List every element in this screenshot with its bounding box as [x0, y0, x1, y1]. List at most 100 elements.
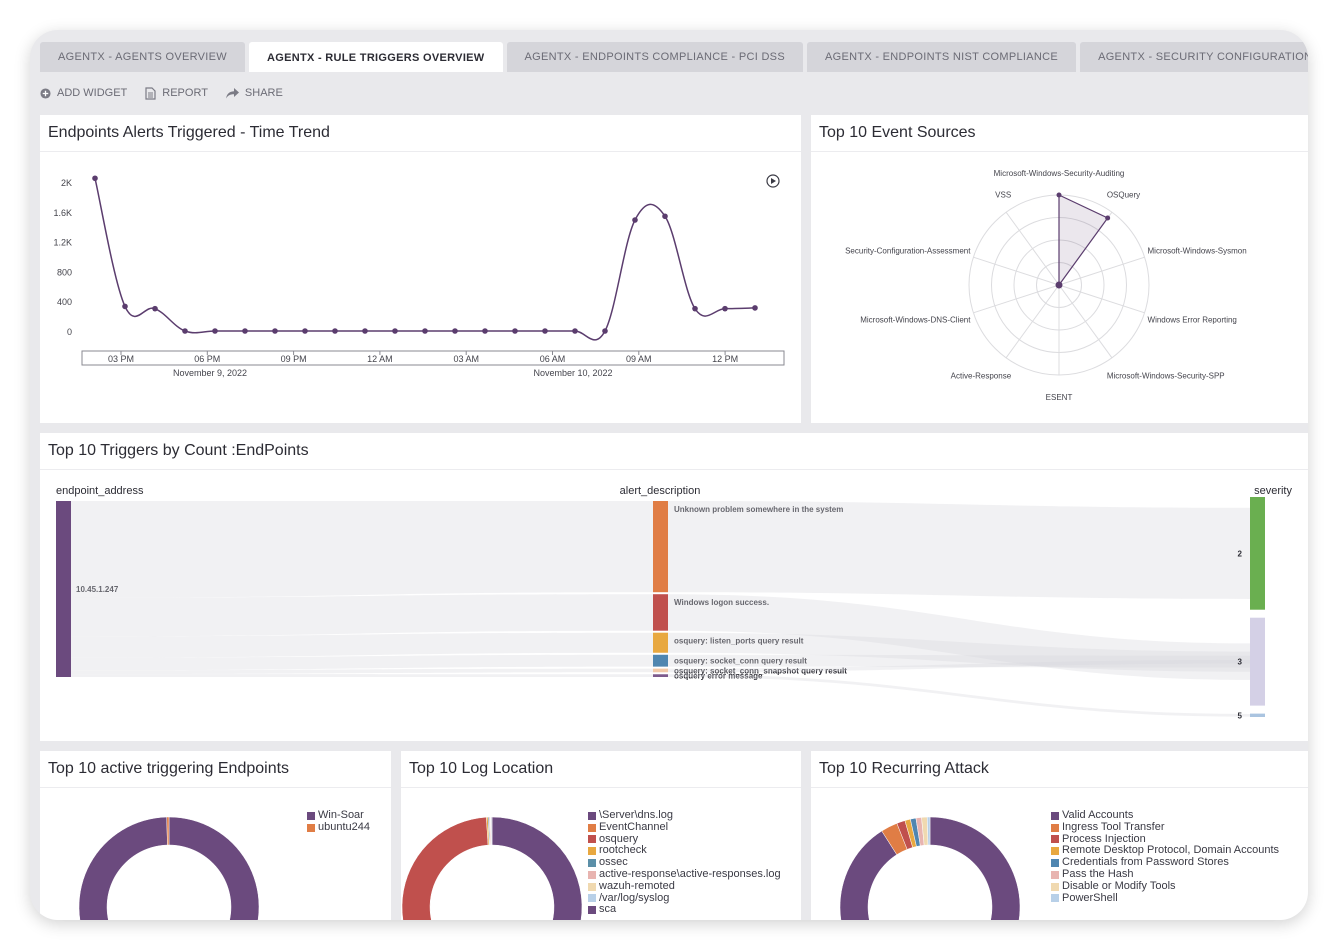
legend-item[interactable]: Ingress Tool Transfer [1051, 821, 1279, 834]
severity-node [1250, 713, 1265, 717]
tab-pci-dss[interactable]: AGENTX - ENDPOINTS COMPLIANCE - PCI DSS [506, 42, 803, 72]
legend-swatch [588, 823, 596, 832]
legend-swatch [588, 906, 596, 915]
add-widget-label: ADD WIDGET [57, 87, 128, 99]
x-tick-label: 12 PM [712, 354, 738, 364]
triggers-panel: Top 10 Triggers by Count :EndPoints endp… [40, 433, 1308, 741]
legend-item[interactable]: wazuh-remoted [588, 880, 781, 893]
legend-swatch [1051, 847, 1059, 856]
trend-point [602, 328, 608, 334]
severity-label: 5 [1238, 711, 1243, 720]
legend-item[interactable]: Credentials from Password Stores [1051, 856, 1279, 869]
flow-link [668, 659, 1250, 673]
divider [401, 787, 801, 788]
radar-axis-label: Security-Configuration-Assessment [845, 246, 971, 255]
add-widget-button[interactable]: ADD WIDGET [40, 87, 127, 99]
legend-item[interactable]: ubuntu244 [307, 820, 370, 834]
panel-title: Top 10 Log Location [409, 760, 554, 777]
radar-series [1058, 194, 1109, 287]
active-endpoints-legend: Win-Soar ubuntu244 [307, 809, 370, 834]
legend-item[interactable]: active-response\active-responses.log [588, 868, 781, 881]
event-sources-panel: Top 10 Event Sources Microsoft-Windows-S… [811, 115, 1308, 423]
legend-item[interactable]: Remote Desktop Protocol, Domain Accounts [1051, 845, 1279, 857]
legend-label: Credentials from Password Stores [1062, 856, 1229, 869]
legend-item[interactable]: Disable or Modify Tools [1051, 880, 1279, 893]
description-node [653, 501, 668, 593]
tab-rule-triggers-overview[interactable]: AGENTX - RULE TRIGGERS OVERVIEW [248, 42, 503, 74]
legend-item[interactable]: Valid Accounts [1051, 809, 1279, 822]
tab-security-configuration[interactable]: AGENTX - SECURITY CONFIGURATION ASSESSME… [1080, 42, 1308, 72]
trend-point [692, 305, 698, 312]
divider [40, 151, 801, 152]
share-button[interactable]: SHARE [225, 87, 283, 99]
trend-point [482, 328, 488, 334]
description-label: osquery: listen_ports query result [674, 637, 804, 646]
legend-swatch [1051, 811, 1059, 820]
tab-agents-overview[interactable]: AGENTX - AGENTS OVERVIEW [40, 42, 245, 72]
radar-axis-label: Microsoft-Windows-DNS-Client [860, 316, 971, 325]
radar-axis [973, 284, 1060, 314]
flow-link [71, 632, 653, 658]
trend-point [302, 328, 308, 334]
legend-item[interactable]: \Server\dns.log [588, 809, 781, 822]
trend-point [362, 328, 368, 334]
y-tick-label: 1.6K [53, 208, 72, 218]
trend-point [122, 303, 128, 310]
x-tick-label: 12 AM [367, 354, 393, 364]
legend-label: Win-Soar [318, 809, 364, 821]
tab-bar: AGENTX - AGENTS OVERVIEW AGENTX - RULE T… [40, 42, 1308, 74]
trend-point [512, 328, 518, 334]
description-node [653, 654, 668, 667]
legend-item[interactable]: ossec [588, 856, 781, 869]
legend-item[interactable]: /var/log/syslog [588, 892, 781, 905]
description-label: osquery: socket_conn query result [674, 657, 807, 666]
panel-title: Top 10 Recurring Attack [819, 760, 989, 777]
trend-point [182, 328, 188, 334]
radar-axis-label: Microsoft-Windows-Sysmon [1148, 246, 1247, 255]
plus-circle-icon [40, 87, 51, 99]
active-endpoints-panel: Top 10 active triggering Endpoints Win-S… [40, 751, 391, 920]
panel-title: Top 10 Event Sources [819, 124, 976, 141]
legend-item[interactable]: Pass the Hash [1051, 867, 1279, 881]
log-location-donut [401, 816, 583, 920]
legend-item[interactable]: EventChannel [588, 821, 781, 834]
column-header: alert_description [620, 485, 701, 497]
legend-item[interactable]: osquery [588, 833, 781, 846]
legend-label: PowerShell [1062, 891, 1118, 904]
legend-swatch [588, 847, 596, 856]
donut-slice [926, 816, 931, 846]
active-endpoints-donut [78, 816, 260, 920]
share-arrow-icon [225, 87, 239, 99]
legend-item[interactable]: sca [588, 904, 781, 916]
trend-point [272, 328, 278, 334]
x-tick-label: 03 PM [108, 354, 134, 364]
legend-item[interactable]: PowerShell [1051, 891, 1279, 905]
report-button[interactable]: REPORT [145, 86, 208, 100]
trend-point [152, 305, 158, 312]
legend-item[interactable]: rootcheck [588, 845, 781, 857]
legend-label: rootcheck [599, 844, 647, 857]
legend-item[interactable]: Win-Soar [307, 809, 370, 822]
legend-label: \Server\dns.log [599, 809, 673, 821]
severity-node [1250, 617, 1265, 706]
legend-swatch [1051, 894, 1059, 903]
legend-item[interactable]: Process Injection [1051, 833, 1279, 846]
tab-nist-compliance[interactable]: AGENTX - ENDPOINTS NIST COMPLIANCE [806, 42, 1077, 72]
flow-link [668, 501, 1250, 599]
report-label: REPORT [162, 87, 208, 99]
radar-axis [1058, 284, 1145, 314]
legend-label: ubuntu244 [318, 820, 370, 833]
document-icon [145, 86, 156, 100]
radar-point [1056, 192, 1062, 198]
time-axis-box [81, 350, 785, 366]
trend-point [332, 328, 338, 334]
radar-axis-label: Microsoft-Windows-Security-Auditing [994, 169, 1125, 178]
divider [40, 469, 1308, 470]
legend-label: Pass the Hash [1062, 867, 1134, 880]
x-tick-label: 09 AM [626, 354, 652, 364]
trend-point [662, 213, 668, 220]
trend-point [212, 328, 218, 334]
legend-swatch [1051, 835, 1059, 844]
donut-slice [491, 816, 583, 920]
recurring-attack-legend: Valid Accounts Ingress Tool Transfer Proce… [1051, 809, 1279, 905]
